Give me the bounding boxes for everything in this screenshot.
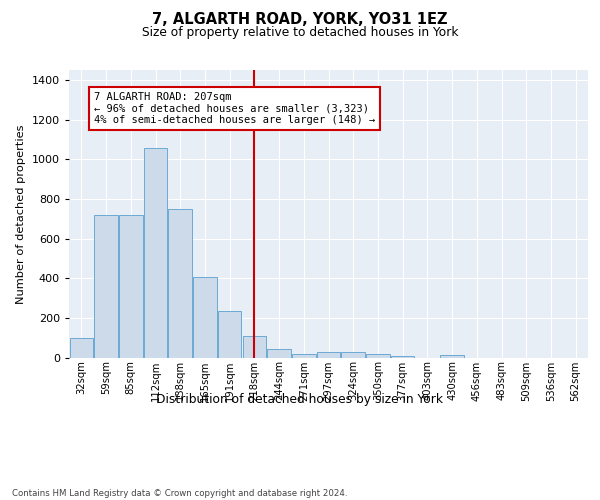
Bar xyxy=(119,214,143,358)
Text: 7 ALGARTH ROAD: 207sqm
← 96% of detached houses are smaller (3,323)
4% of semi-d: 7 ALGARTH ROAD: 207sqm ← 96% of detached… xyxy=(94,92,375,125)
Text: Distribution of detached houses by size in York: Distribution of detached houses by size … xyxy=(157,392,443,406)
Text: Size of property relative to detached houses in York: Size of property relative to detached ho… xyxy=(142,26,458,39)
Bar xyxy=(341,352,365,358)
Bar xyxy=(242,336,266,357)
Text: Contains HM Land Registry data © Crown copyright and database right 2024.: Contains HM Land Registry data © Crown c… xyxy=(12,488,347,498)
Bar xyxy=(268,348,291,358)
Bar xyxy=(218,311,241,358)
Bar xyxy=(366,354,389,358)
Bar xyxy=(70,338,93,357)
Bar xyxy=(193,277,217,357)
Bar xyxy=(440,355,464,358)
Bar xyxy=(317,352,340,358)
Bar xyxy=(292,354,316,358)
Y-axis label: Number of detached properties: Number of detached properties xyxy=(16,124,26,304)
Bar xyxy=(94,214,118,358)
Text: 7, ALGARTH ROAD, YORK, YO31 1EZ: 7, ALGARTH ROAD, YORK, YO31 1EZ xyxy=(152,12,448,28)
Bar xyxy=(391,356,415,358)
Bar xyxy=(144,148,167,358)
Bar xyxy=(169,209,192,358)
